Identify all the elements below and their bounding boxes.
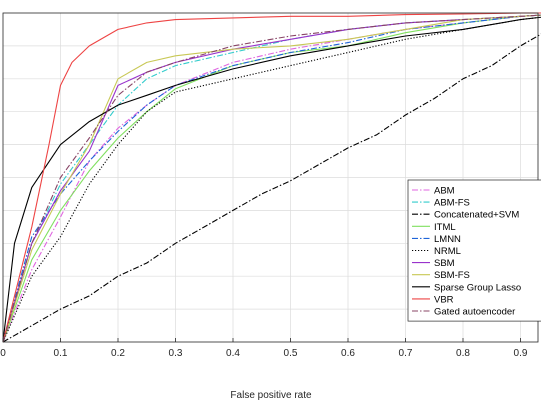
legend-label: Concatenated+SVM — [434, 210, 519, 221]
series-line-vbr — [2, 12, 541, 343]
series-line-sbm-fs — [2, 14, 541, 343]
series-line-sparse-group-lasso — [2, 16, 541, 343]
legend-label: VBR — [434, 294, 454, 305]
series-line-gated-autoencoder — [2, 14, 541, 343]
plot-frame — [2, 12, 539, 343]
legend: ABMABM-FSConcatenated+SVMITMLLMNNNRMLSBM… — [407, 179, 541, 322]
x-tick-label: 0.4 — [226, 348, 240, 359]
series-line-abm-fs — [2, 14, 541, 343]
legend-label: NRML — [434, 246, 461, 257]
x-tick-label: 0.1 — [54, 348, 68, 359]
x-tick-labels: 0 0.1 0.2 0.3 0.4 0.5 0.6 0.7 0.8 0.9 — [0, 338, 528, 359]
legend-label: ABM — [434, 186, 455, 197]
legend-label: Sparse Group Lasso — [434, 282, 521, 293]
legend-label: SBM-FS — [434, 270, 470, 281]
x-tick-label: 0.2 — [111, 348, 125, 359]
legend-label: Gated autoencoder — [434, 307, 515, 318]
legend-label: LMNN — [434, 234, 461, 245]
legend-label: ITML — [434, 222, 456, 233]
series-line-concatenated-svm — [2, 33, 541, 343]
legend-label: SBM — [434, 258, 455, 269]
x-tick-label: 0.7 — [399, 348, 413, 359]
series-lines — [2, 12, 541, 343]
legend-box — [407, 179, 541, 322]
series-line-lmnn — [2, 14, 541, 343]
legend-label: ABM-FS — [434, 198, 470, 209]
x-tick-label: 0.3 — [169, 348, 183, 359]
x-axis-label: False positive rate — [230, 390, 312, 401]
x-tick-label: 0 — [0, 348, 6, 359]
x-tick-label: 0.5 — [284, 348, 298, 359]
x-tick-label: 0.6 — [341, 348, 355, 359]
x-tick-label: 0.8 — [456, 348, 470, 359]
x-tick-label: 0.9 — [514, 348, 528, 359]
